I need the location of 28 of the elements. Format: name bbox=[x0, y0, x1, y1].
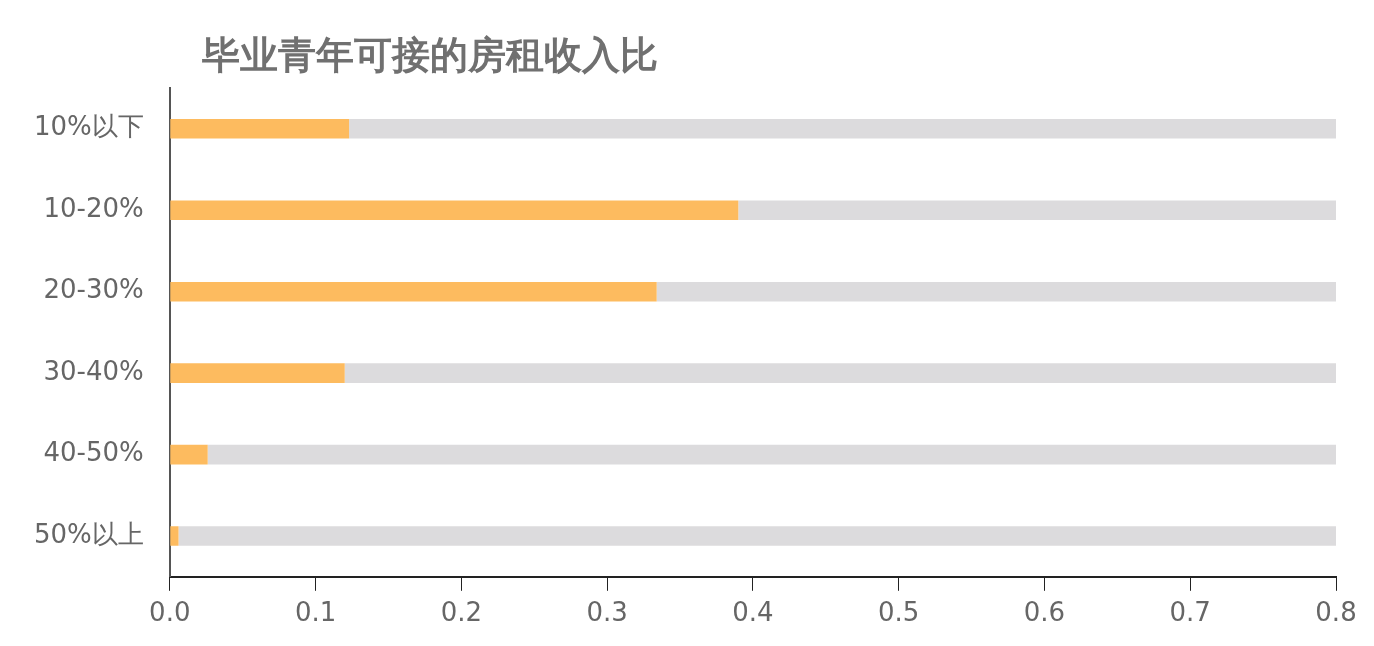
x-tick-label: 0.2 bbox=[440, 597, 483, 628]
x-tick-label: 0.1 bbox=[294, 597, 337, 628]
bar bbox=[207, 444, 1336, 465]
chart-title: 毕业青年可接的房租收入比 bbox=[200, 32, 658, 77]
y-tick-label: 10-20% bbox=[43, 192, 144, 223]
y-tick-label: 50%以上 bbox=[33, 518, 144, 549]
y-tick-label: 30-40% bbox=[43, 355, 144, 386]
bar bbox=[170, 118, 350, 139]
bar bbox=[170, 363, 345, 383]
y-tick-label: 10%以下 bbox=[33, 111, 144, 142]
x-tick-label: 0.8 bbox=[1315, 597, 1357, 628]
bar bbox=[738, 200, 1336, 220]
x-tick-label: 0.6 bbox=[1023, 597, 1066, 628]
y-tick-label: 40-50% bbox=[43, 437, 144, 468]
x-tick-label: 0.5 bbox=[877, 597, 920, 628]
bar bbox=[656, 281, 1336, 302]
bar bbox=[170, 444, 208, 465]
x-tick-label: 0.3 bbox=[586, 597, 628, 628]
bar bbox=[178, 526, 1336, 546]
bar bbox=[170, 526, 179, 546]
bar bbox=[170, 281, 657, 302]
x-tick-label: 0.0 bbox=[149, 597, 191, 628]
bar bbox=[349, 118, 1336, 139]
x-tick-label: 0.7 bbox=[1169, 597, 1211, 628]
x-tick-label: 0.4 bbox=[732, 597, 774, 628]
bar bbox=[170, 200, 739, 220]
bar bbox=[344, 363, 1336, 383]
y-tick-label: 20-30% bbox=[43, 274, 144, 305]
